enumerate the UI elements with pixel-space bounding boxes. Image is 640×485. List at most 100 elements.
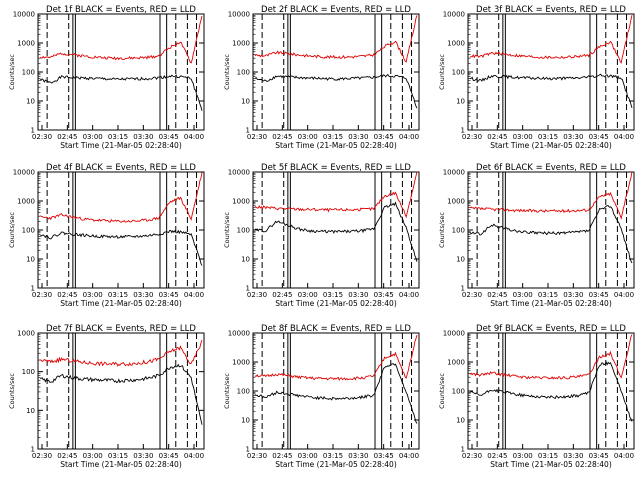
y-tick-label: 100: [22, 368, 35, 376]
panel-title: Det 4f BLACK = Events, RED = LLD: [46, 163, 196, 173]
y-tick-label: 1: [461, 446, 465, 454]
lld-series-line: [254, 15, 418, 63]
y-tick-label: 10: [26, 256, 35, 264]
y-tick-label: 1: [246, 446, 250, 454]
detector-panel: 1 10 100 1000 10000 Counts/sec 02:30 02:45 03:00…: [8, 163, 205, 308]
detector-panel: 1 10 100 1000 Counts/sec 02:30 02:45 03:00 03:15…: [8, 324, 205, 469]
panel-title: Det 5f BLACK = Events, RED = LLD: [261, 163, 411, 173]
x-tick-label: 02:30: [32, 452, 52, 460]
x-tick-label: 03:45: [159, 133, 179, 141]
x-tick-label: 03:15: [108, 452, 128, 460]
y-tick-label: 1000: [232, 198, 250, 206]
x-tick-label: 03:00: [83, 452, 103, 460]
x-tick-label: 03:00: [83, 133, 103, 141]
detector-panel: 1 10 100 1000 10000 Counts/sec 02:30 02:45 03:00…: [438, 5, 635, 150]
lld-series-line: [39, 339, 203, 367]
x-tick-label: 03:30: [563, 452, 583, 460]
y-axis-label: Counts/sec: [8, 54, 16, 90]
x-tick-label: 02:45: [487, 291, 507, 299]
lld-series-line: [469, 15, 633, 64]
x-tick-label: 03:45: [589, 133, 609, 141]
x-tick-label: 03:30: [348, 133, 368, 141]
x-tick-label: 03:00: [513, 452, 533, 460]
y-tick-label: 1000: [447, 40, 465, 48]
x-axis-label: Start Time (21-Mar-05 02:28:40): [490, 141, 612, 150]
y-tick-label: 100: [452, 388, 465, 396]
events-series-line: [469, 73, 633, 109]
y-tick-label: 100: [237, 227, 250, 235]
x-tick-label: 03:45: [159, 291, 179, 299]
x-tick-label: 02:30: [32, 133, 52, 141]
x-tick-label: 04:00: [399, 452, 419, 460]
y-tick-label: 1: [461, 127, 465, 135]
plot-frame: [467, 171, 635, 289]
y-tick-label: 1000: [17, 330, 35, 338]
x-tick-label: 03:45: [589, 452, 609, 460]
y-tick-label: 100: [452, 69, 465, 77]
x-tick-label: 04:00: [399, 133, 419, 141]
y-tick-label: 10: [241, 417, 250, 425]
y-tick-label: 1000: [232, 40, 250, 48]
x-tick-label: 04:00: [614, 133, 634, 141]
x-tick-label: 02:30: [462, 133, 482, 141]
events-series-line: [469, 205, 633, 264]
lld-series-line: [254, 334, 418, 381]
lld-series-line: [469, 171, 633, 220]
x-axis-label: Start Time (21-Mar-05 02:28:40): [60, 460, 182, 469]
plot-frame: [37, 171, 205, 289]
x-tick-label: 02:45: [272, 133, 292, 141]
y-tick-label: 1000: [447, 198, 465, 206]
y-tick-label: 10: [241, 256, 250, 264]
x-tick-label: 03:45: [374, 133, 394, 141]
x-tick-label: 03:45: [374, 291, 394, 299]
events-series-line: [254, 201, 418, 262]
panel-title: Det 3f BLACK = Events, RED = LLD: [476, 5, 626, 15]
y-tick-label: 10: [26, 407, 35, 415]
x-tick-label: 02:45: [487, 452, 507, 460]
x-tick-label: 03:15: [323, 452, 343, 460]
x-tick-label: 03:15: [108, 133, 128, 141]
x-tick-label: 02:45: [57, 133, 77, 141]
detector-panel: 1 10 100 1000 10000 Counts/sec 02:30 02:45 03:00…: [8, 5, 205, 150]
y-tick-label: 1000: [447, 359, 465, 367]
x-tick-label: 03:45: [589, 291, 609, 299]
x-tick-label: 02:30: [247, 133, 267, 141]
lld-series-line: [254, 171, 418, 219]
y-tick-label: 10000: [443, 330, 465, 338]
y-tick-label: 10000: [228, 330, 250, 338]
events-series-line: [254, 363, 418, 424]
y-tick-label: 100: [237, 388, 250, 396]
x-tick-label: 03:00: [83, 291, 103, 299]
y-tick-label: 1: [31, 446, 35, 454]
x-axis-label: Start Time (21-Mar-05 02:28:40): [60, 141, 182, 150]
plot-frame: [37, 332, 205, 450]
panel-title: Det 6f BLACK = Events, RED = LLD: [476, 163, 626, 173]
detector-panel: 1 10 100 1000 10000 Counts/sec 02:30 02:45 03:00…: [438, 324, 635, 469]
x-tick-label: 03:30: [133, 452, 153, 460]
x-tick-label: 03:30: [563, 291, 583, 299]
y-axis-label: Counts/sec: [223, 54, 231, 90]
y-tick-label: 100: [22, 227, 35, 235]
x-axis-label: Start Time (21-Mar-05 02:28:40): [60, 299, 182, 308]
y-axis-label: Counts/sec: [8, 373, 16, 409]
x-tick-label: 03:15: [323, 291, 343, 299]
panel-title: Det 2f BLACK = Events, RED = LLD: [261, 5, 411, 15]
lld-series-line: [469, 334, 633, 380]
y-tick-label: 10: [241, 98, 250, 106]
events-series-line: [254, 73, 418, 109]
x-tick-label: 04:00: [184, 133, 204, 141]
y-tick-label: 1: [31, 127, 35, 135]
x-tick-label: 03:00: [513, 291, 533, 299]
x-tick-label: 03:15: [538, 133, 558, 141]
y-tick-label: 10000: [443, 11, 465, 19]
plot-frame: [467, 13, 635, 131]
y-tick-label: 10000: [228, 169, 250, 177]
y-axis-label: Counts/sec: [223, 212, 231, 248]
x-tick-label: 02:45: [57, 291, 77, 299]
detector-panel: 1 10 100 1000 10000 Counts/sec 02:30 02:45 03:00…: [223, 163, 420, 308]
x-tick-label: 04:00: [614, 452, 634, 460]
plot-frame: [252, 13, 420, 131]
y-tick-label: 10: [456, 98, 465, 106]
y-tick-label: 10000: [13, 11, 35, 19]
